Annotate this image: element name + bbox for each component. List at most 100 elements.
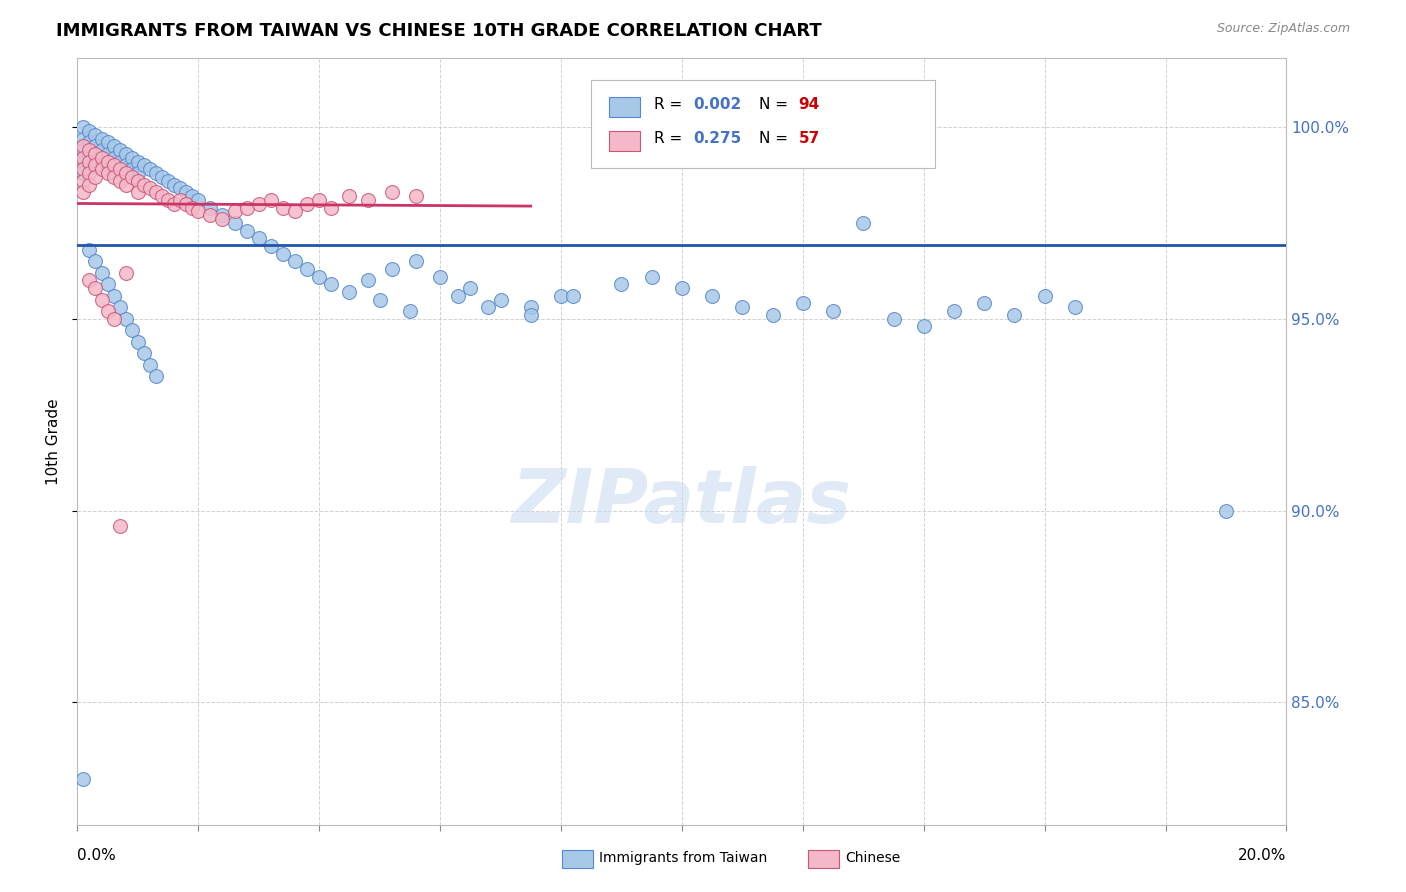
- Point: [731, 300, 754, 314]
- Point: [72, 174, 94, 188]
- Point: [121, 162, 143, 177]
- Point: [181, 201, 204, 215]
- Point: [174, 196, 197, 211]
- Point: [121, 169, 143, 184]
- Point: [247, 196, 270, 211]
- Point: [84, 146, 107, 161]
- Point: [139, 162, 162, 177]
- Point: [127, 154, 149, 169]
- Point: [79, 178, 101, 192]
- Point: [429, 269, 451, 284]
- Point: [84, 254, 107, 268]
- Point: [260, 239, 283, 253]
- Point: [762, 308, 785, 322]
- Text: 57: 57: [799, 131, 820, 145]
- Point: [108, 174, 131, 188]
- Point: [284, 254, 307, 268]
- Point: [200, 208, 222, 222]
- Point: [79, 146, 101, 161]
- Point: [96, 136, 118, 150]
- Point: [321, 201, 343, 215]
- Point: [79, 273, 101, 287]
- Point: [127, 334, 149, 349]
- Point: [356, 273, 378, 287]
- Point: [211, 212, 233, 227]
- Point: [84, 281, 107, 295]
- Point: [224, 216, 246, 230]
- Point: [489, 293, 512, 307]
- Point: [79, 154, 101, 169]
- Text: Immigrants from Taiwan: Immigrants from Taiwan: [599, 851, 768, 865]
- Point: [145, 185, 167, 199]
- Point: [260, 193, 283, 207]
- Point: [295, 196, 318, 211]
- Point: [405, 189, 427, 203]
- Point: [90, 151, 112, 165]
- Point: [641, 269, 664, 284]
- Point: [96, 166, 118, 180]
- Point: [520, 300, 543, 314]
- Point: [72, 143, 94, 157]
- Point: [84, 151, 107, 165]
- Text: 0.0%: 0.0%: [77, 848, 117, 863]
- Point: [79, 243, 101, 257]
- Point: [132, 158, 155, 172]
- Point: [108, 143, 131, 157]
- Point: [284, 204, 307, 219]
- Point: [550, 289, 572, 303]
- Point: [295, 261, 318, 276]
- Point: [337, 285, 360, 299]
- Point: [72, 151, 94, 165]
- Point: [1215, 503, 1237, 517]
- Point: [72, 131, 94, 145]
- Point: [96, 304, 118, 318]
- Point: [108, 300, 131, 314]
- Point: [72, 166, 94, 180]
- Text: 0.002: 0.002: [693, 97, 741, 112]
- Point: [84, 139, 107, 153]
- Point: [247, 231, 270, 245]
- Point: [72, 185, 94, 199]
- Point: [127, 174, 149, 188]
- Point: [368, 293, 391, 307]
- Text: R =: R =: [654, 97, 688, 112]
- Point: [477, 300, 499, 314]
- Point: [211, 208, 233, 222]
- Point: [127, 166, 149, 180]
- Point: [271, 201, 294, 215]
- Point: [96, 277, 118, 292]
- Point: [271, 246, 294, 260]
- Text: 0.275: 0.275: [693, 131, 741, 145]
- Point: [1033, 289, 1056, 303]
- Text: N =: N =: [759, 97, 793, 112]
- Point: [610, 277, 633, 292]
- Point: [103, 151, 125, 165]
- Point: [381, 185, 404, 199]
- Text: 94: 94: [799, 97, 820, 112]
- Point: [883, 311, 905, 326]
- Text: ZIPatlas: ZIPatlas: [512, 467, 852, 540]
- Point: [224, 204, 246, 219]
- Point: [90, 154, 112, 169]
- Point: [79, 124, 101, 138]
- Point: [381, 261, 404, 276]
- Point: [79, 136, 101, 150]
- Point: [308, 193, 330, 207]
- Point: [157, 193, 180, 207]
- Point: [169, 193, 191, 207]
- Point: [108, 162, 131, 177]
- Point: [72, 772, 94, 786]
- Point: [792, 296, 814, 310]
- Point: [337, 189, 360, 203]
- Text: 20.0%: 20.0%: [1239, 848, 1286, 863]
- Point: [72, 162, 94, 177]
- Point: [821, 304, 844, 318]
- Point: [90, 266, 112, 280]
- Point: [121, 323, 143, 337]
- Point: [139, 358, 162, 372]
- Point: [114, 158, 136, 172]
- Point: [200, 201, 222, 215]
- Point: [84, 158, 107, 172]
- Point: [321, 277, 343, 292]
- Point: [72, 154, 94, 169]
